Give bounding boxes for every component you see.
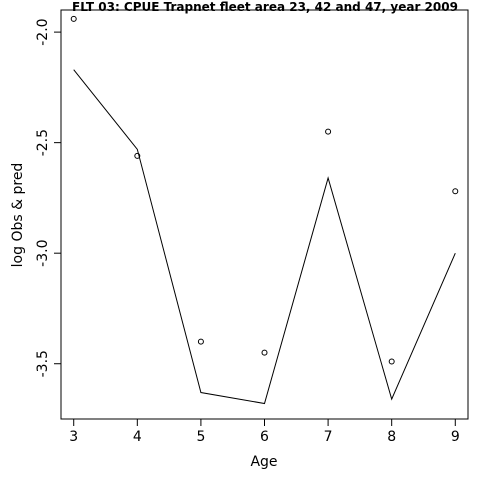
- y-tick-label: -2.0: [35, 18, 51, 45]
- x-tick-label: 9: [451, 429, 460, 445]
- y-axis: -3.5 -3.0 -2.5 -2.0: [35, 18, 61, 377]
- observed-point: [70, 15, 77, 22]
- series-layer: [70, 15, 459, 405]
- chart-title: FLT 03: CPUE Trapnet fleet area 23, 42 a…: [72, 0, 458, 14]
- observed-point: [134, 152, 141, 159]
- observed-point: [325, 128, 332, 135]
- plot-frame: [60, 9, 469, 420]
- x-tick-label: 3: [69, 429, 78, 445]
- observed-point: [452, 188, 459, 195]
- x-tick-label: 4: [133, 429, 142, 445]
- y-axis-title: log Obs & pred: [10, 163, 26, 268]
- y-tick-label: -3.0: [35, 240, 51, 267]
- x-tick-label: 6: [260, 429, 269, 445]
- observed-point: [197, 338, 204, 345]
- observed-point: [261, 349, 268, 356]
- y-tick-label: -2.5: [35, 129, 51, 156]
- x-tick-label: 5: [196, 429, 205, 445]
- y-tick-label: -3.5: [35, 350, 51, 377]
- x-axis-title: Age: [250, 454, 277, 470]
- x-tick-label: 7: [324, 429, 333, 445]
- predicted-line: [73, 69, 456, 405]
- observed-point: [388, 358, 395, 365]
- x-tick-label: 8: [387, 429, 396, 445]
- x-axis: 3 4 5 6 7 8 9: [69, 419, 460, 445]
